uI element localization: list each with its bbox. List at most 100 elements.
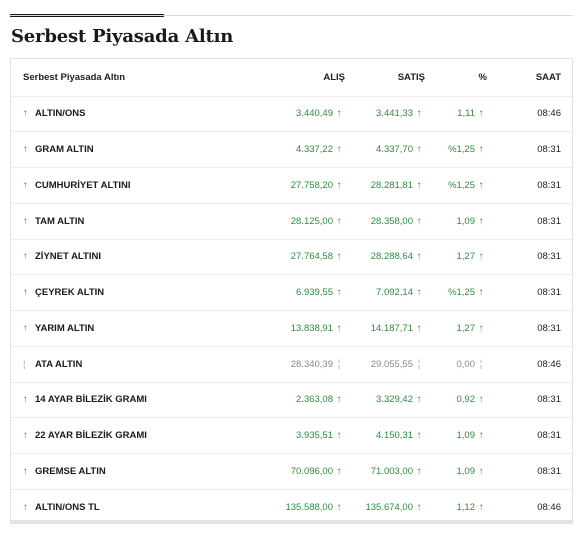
- row-percent: 0,92 ↑: [425, 382, 491, 419]
- row-saat: 08:46: [491, 346, 572, 383]
- row-saat: 08:31: [491, 203, 572, 240]
- table-row[interactable]: ↑ ÇEYREK ALTIN 6.939,55 ↑ 7.092,14 ↑ %1,25 ↑ 08:…: [11, 274, 572, 311]
- table-row[interactable]: ↑ 22 AYAR BİLEZİK GRAMI 3.935,51 ↑ 4.150,31 ↑…: [11, 417, 572, 454]
- header-name: Serbest Piyasada Altın: [11, 59, 232, 97]
- percent-value: 1,09: [456, 215, 476, 227]
- percent-value: 1,09: [456, 465, 476, 477]
- row-name-cell: ¦ ATA ALTIN: [11, 346, 232, 383]
- row-alis: 3.935,51 ↑: [232, 417, 345, 454]
- row-name-cell: ↑ ZİYNET ALTINI: [11, 239, 232, 276]
- row-alis: 70.096,00 ↑: [232, 453, 345, 490]
- percent-value: 0,92: [456, 394, 476, 406]
- satis-value: 3.441,33: [376, 108, 413, 120]
- arrow-up-icon: ↑: [478, 322, 484, 334]
- table-row[interactable]: ↑ YARIM ALTIN 13.838,91 ↑ 14.187,71 ↑ 1,27 ↑ 08:…: [11, 310, 572, 347]
- percent-value: 1,11: [457, 108, 475, 120]
- row-name[interactable]: ALTIN/ONS: [35, 108, 86, 120]
- arrow-up-icon: ↑: [23, 430, 28, 442]
- table-row[interactable]: ↑ TAM ALTIN 28.125,00 ↑ 28.358,00 ↑ 1,09 ↑ 08:31: [11, 203, 572, 240]
- percent-value: 1,27: [456, 251, 476, 263]
- arrow-up-icon: ↑: [23, 501, 28, 513]
- row-percent: 0,00 ¦: [425, 346, 491, 383]
- row-name-cell: ↑ YARIM ALTIN: [11, 310, 232, 347]
- arrow-up-icon: ↑: [478, 144, 484, 156]
- arrow-up-icon: ↑: [478, 465, 484, 477]
- table-row[interactable]: ↑ 14 AYAR BİLEZİK GRAMI 2.363,08 ↑ 3.329,42 ↑…: [11, 382, 572, 419]
- table-row[interactable]: ↑ ZİYNET ALTINI 27.764,58 ↑ 28.288,64 ↑ 1,27 ↑ 0…: [11, 239, 572, 276]
- row-name[interactable]: 14 AYAR BİLEZİK GRAMI: [35, 394, 147, 406]
- row-satis: 3.329,42 ↑: [345, 382, 425, 419]
- row-percent: %1,25 ↑: [425, 167, 491, 204]
- row-satis: 3.441,33 ↑: [345, 96, 425, 133]
- row-name-cell: ↑ ALTIN/ONS: [11, 96, 232, 133]
- row-name[interactable]: YARIM ALTIN: [35, 322, 95, 334]
- satis-value: 28.281,81: [370, 179, 413, 191]
- row-percent: 1,27 ↑: [425, 239, 491, 276]
- arrow-up-icon: ↑: [416, 430, 422, 442]
- arrow-up-icon: ↑: [416, 287, 422, 299]
- alis-value: 4.337,22: [296, 144, 333, 156]
- row-name[interactable]: 22 AYAR BİLEZİK GRAMI: [35, 430, 147, 442]
- row-name[interactable]: ALTIN/ONS TL: [35, 501, 100, 513]
- satis-value: 14.187,71: [370, 322, 413, 334]
- arrow-up-icon: ↑: [336, 144, 342, 156]
- row-name-cell: ↑ CUMHURİYET ALTINI: [11, 167, 232, 204]
- row-name[interactable]: ZİYNET ALTINI: [35, 251, 101, 263]
- row-satis: 28.288,64 ↑: [345, 239, 425, 276]
- alis-value: 27.758,20: [290, 179, 333, 191]
- satis-value: 71.003,00: [370, 465, 413, 477]
- row-alis: 135.588,00 ↑: [232, 489, 345, 525]
- header-saat[interactable]: SAAT: [491, 59, 572, 97]
- row-satis: 4.150,31 ↑: [345, 417, 425, 454]
- arrow-up-icon: ↑: [23, 179, 28, 191]
- row-saat: 08:46: [537, 501, 561, 513]
- arrow-up-icon: ↑: [23, 394, 28, 406]
- arrow-up-icon: ↑: [336, 287, 342, 299]
- row-name-cell: ↑ TAM ALTIN: [11, 203, 232, 240]
- row-name[interactable]: GRAM ALTIN: [35, 144, 94, 156]
- row-saat: 08:31: [491, 167, 572, 204]
- arrow-up-icon: ↑: [478, 501, 484, 513]
- row-name[interactable]: TAM ALTIN: [35, 215, 85, 227]
- row-satis: 135.674,00 ↑: [345, 489, 425, 525]
- arrow-up-icon: ↑: [336, 215, 342, 227]
- row-name-cell: ↑ ÇEYREK ALTIN: [11, 274, 232, 311]
- arrow-up-icon: ↑: [478, 251, 484, 263]
- header-satis[interactable]: SATIŞ: [345, 59, 425, 97]
- arrow-up-icon: ↑: [336, 430, 342, 442]
- row-satis: 29.055,55 ¦: [345, 346, 425, 383]
- table-row[interactable]: ↑ GREMSE ALTIN 70.096,00 ↑ 71.003,00 ↑ 1,09 ↑ 08…: [11, 453, 572, 490]
- row-name[interactable]: ATA ALTIN: [35, 358, 83, 370]
- arrow-up-icon: ↑: [478, 394, 484, 406]
- header-alis[interactable]: ALIŞ: [232, 59, 345, 97]
- row-satis: 14.187,71 ↑: [345, 310, 425, 347]
- table-row[interactable]: ↑ ALTIN/ONS 3.440,49 ↑ 3.441,33 ↑ 1,11 ↑ 08:46: [11, 96, 572, 133]
- row-alis: 3.440,49 ↑: [232, 96, 345, 133]
- row-name[interactable]: ÇEYREK ALTIN: [35, 287, 105, 299]
- row-percent: %1,25 ↑: [425, 274, 491, 311]
- satis-value: 4.150,31: [376, 430, 413, 442]
- satis-value: 3.329,42: [376, 394, 413, 406]
- arrow-up-icon: ↑: [23, 251, 28, 263]
- row-saat: 08:31: [491, 131, 572, 168]
- gold-price-table: Serbest Piyasada Altın ALIŞ SATIŞ % SAAT…: [11, 59, 572, 525]
- satis-value: 28.288,64: [370, 251, 413, 263]
- table-row[interactable]: ↑ ALTIN/ONS TL 135.588,00 ↑ 135.674,00 ↑ 1,12 ↑…: [11, 489, 572, 525]
- row-satis: 28.281,81 ↑: [345, 167, 425, 204]
- row-percent: %1,25 ↑: [425, 131, 491, 168]
- row-saat: 08:46: [491, 96, 572, 133]
- row-satis: 28.358,00 ↑: [345, 203, 425, 240]
- table-row[interactable]: ¦ ATA ALTIN 28.340,39 ¦ 29.055,55 ¦ 0,00 ¦ 08:46: [11, 346, 572, 383]
- table-row[interactable]: ↑ GRAM ALTIN 4.337,22 ↑ 4.337,70 ↑ %1,25 ↑ 08:31: [11, 131, 572, 168]
- row-percent: 1,09 ↑: [425, 203, 491, 240]
- arrow-up-icon: ↑: [416, 179, 422, 191]
- arrow-up-icon: ↑: [416, 144, 422, 156]
- row-name[interactable]: CUMHURİYET ALTINI: [35, 179, 131, 191]
- header-percent[interactable]: %: [425, 59, 491, 97]
- row-name[interactable]: GREMSE ALTIN: [35, 465, 106, 477]
- alis-value: 28.125,00: [290, 215, 333, 227]
- row-name-cell: ↑ GREMSE ALTIN: [11, 453, 232, 490]
- table-row[interactable]: ↑ CUMHURİYET ALTINI 27.758,20 ↑ 28.281,81 ↑ %1…: [11, 167, 572, 204]
- row-name-cell: ↑ GRAM ALTIN: [11, 131, 232, 168]
- arrow-up-icon: ↑: [416, 251, 422, 263]
